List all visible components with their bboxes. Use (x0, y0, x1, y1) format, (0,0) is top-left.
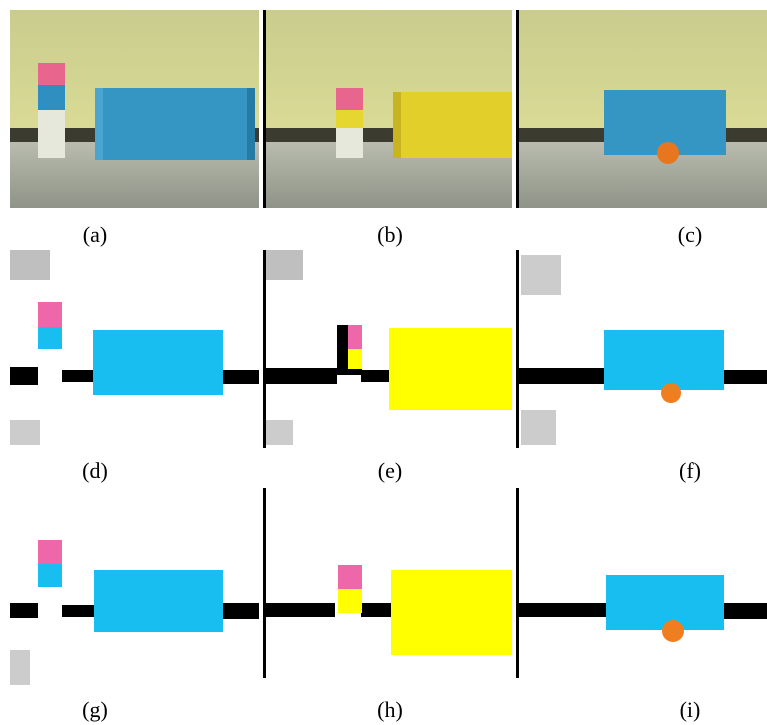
caption: (b) (377, 222, 403, 247)
figure: (a) (b) (c) (d) (e) (f) (g) (h) (i) (0, 0, 767, 725)
caption: (c) (678, 222, 702, 247)
segmentation-d (10, 250, 259, 445)
caption: (i) (680, 697, 701, 722)
caption: (h) (377, 697, 403, 722)
photo-c (516, 10, 767, 208)
caption: (g) (82, 697, 108, 722)
photo-b (263, 10, 512, 208)
photo-a (10, 10, 259, 208)
segmentation-e (263, 250, 512, 448)
caption: (e) (378, 458, 402, 483)
segmentation-h (263, 488, 512, 678)
segmentation-i (516, 488, 767, 678)
segmentation-g (10, 540, 259, 685)
caption: (a) (83, 222, 107, 247)
caption: (f) (679, 458, 701, 483)
segmentation-f (516, 250, 767, 448)
caption: (d) (82, 458, 108, 483)
